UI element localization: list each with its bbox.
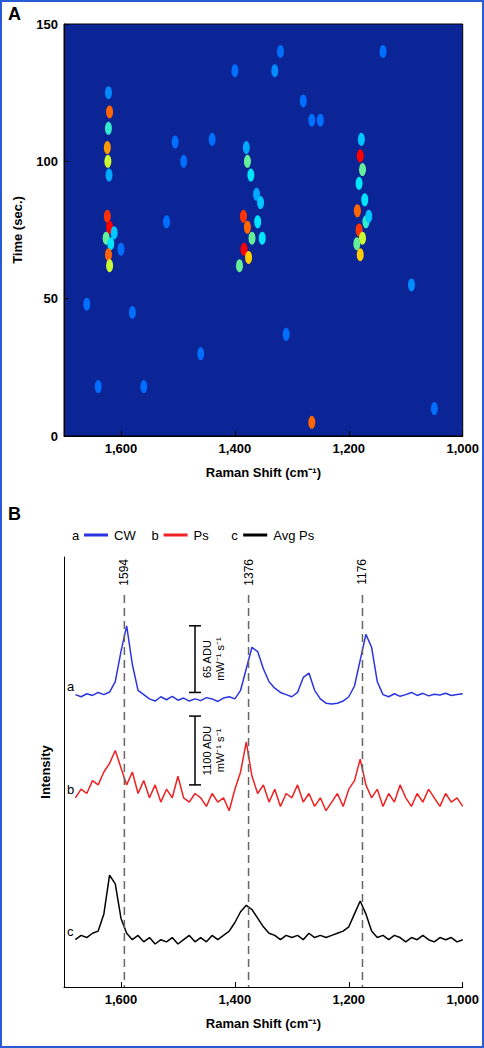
svg-text:1,000: 1,000 bbox=[446, 441, 479, 456]
svg-text:Ps: Ps bbox=[194, 528, 210, 543]
svg-text:c: c bbox=[231, 528, 238, 543]
svg-text:50: 50 bbox=[44, 291, 58, 306]
svg-text:1100 ADU: 1100 ADU bbox=[201, 726, 213, 775]
svg-text:1,200: 1,200 bbox=[333, 441, 366, 456]
svg-text:c: c bbox=[67, 924, 74, 939]
svg-text:65 ADU: 65 ADU bbox=[201, 640, 213, 678]
svg-text:1,600: 1,600 bbox=[105, 441, 138, 456]
svg-text:1176: 1176 bbox=[355, 559, 369, 585]
svg-text:mW⁻¹ s⁻¹: mW⁻¹ s⁻¹ bbox=[214, 637, 226, 681]
svg-text:Time (sec.): Time (sec.) bbox=[10, 196, 25, 264]
svg-text:b: b bbox=[152, 528, 159, 543]
svg-text:1,600: 1,600 bbox=[105, 992, 138, 1007]
svg-text:mW⁻¹ s⁻¹: mW⁻¹ s⁻¹ bbox=[214, 728, 226, 772]
svg-text:100: 100 bbox=[36, 154, 58, 169]
svg-text:Raman Shift (cm⁻¹): Raman Shift (cm⁻¹) bbox=[206, 465, 321, 480]
svg-text:b: b bbox=[67, 782, 74, 797]
svg-text:1,400: 1,400 bbox=[219, 441, 252, 456]
svg-text:Intensity: Intensity bbox=[38, 745, 53, 799]
svg-text:Avg Ps: Avg Ps bbox=[273, 528, 314, 543]
svg-text:A: A bbox=[8, 4, 21, 24]
svg-text:CW: CW bbox=[114, 528, 136, 543]
svg-text:1,400: 1,400 bbox=[219, 992, 252, 1007]
svg-text:1,200: 1,200 bbox=[333, 992, 366, 1007]
svg-text:Raman Shift (cm⁻¹): Raman Shift (cm⁻¹) bbox=[206, 1016, 321, 1031]
svg-text:1376: 1376 bbox=[242, 559, 256, 586]
svg-text:B: B bbox=[8, 504, 21, 524]
svg-text:1,000: 1,000 bbox=[446, 992, 479, 1007]
svg-text:a: a bbox=[72, 528, 80, 543]
svg-text:1594: 1594 bbox=[117, 559, 131, 586]
svg-text:0: 0 bbox=[51, 429, 58, 444]
svg-text:a: a bbox=[67, 679, 75, 694]
svg-text:150: 150 bbox=[36, 17, 58, 32]
